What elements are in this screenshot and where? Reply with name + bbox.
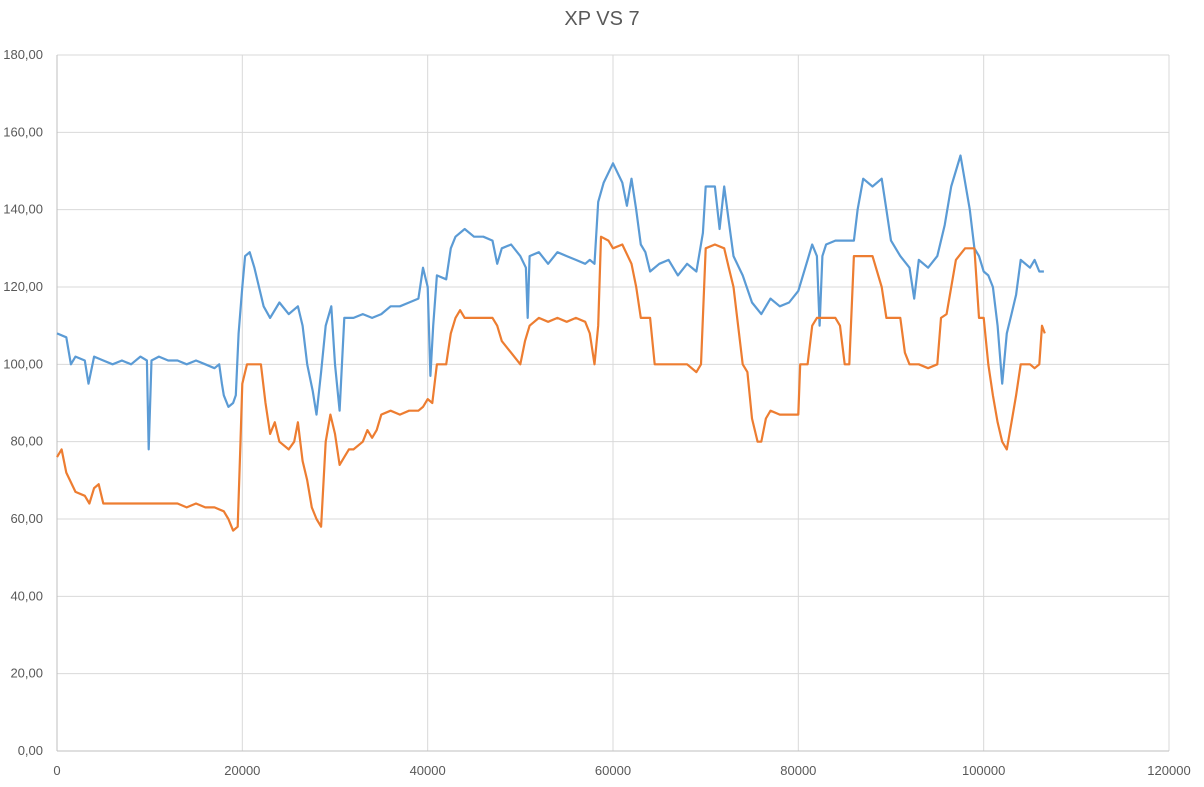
x-tick-label: 80000 — [780, 763, 816, 778]
x-tick-label: 120000 — [1147, 763, 1190, 778]
y-tick-label: 160,00 — [3, 124, 43, 139]
y-tick-label: 100,00 — [3, 356, 43, 371]
y-tick-label: 40,00 — [10, 588, 43, 603]
x-tick-label: 60000 — [595, 763, 631, 778]
series-line-2 — [56, 235, 1046, 532]
chart-title: XP VS 7 — [564, 8, 640, 30]
y-tick-label: 80,00 — [10, 434, 43, 449]
x-tick-label: 100000 — [962, 763, 1005, 778]
x-tick-label: 40000 — [410, 763, 446, 778]
y-tick-label: 120,00 — [3, 279, 43, 294]
y-tick-label: 0,00 — [18, 743, 43, 758]
gridlines — [57, 54, 1170, 751]
series-line-1 — [56, 154, 1044, 451]
axes — [56, 55, 1169, 752]
x-tick-label: 20000 — [224, 763, 260, 778]
y-tick-label: 60,00 — [10, 511, 43, 526]
series-lines — [56, 154, 1046, 532]
y-tick-label: 140,00 — [3, 202, 43, 217]
y-tick-label: 20,00 — [10, 666, 43, 681]
tick-labels: 0,00 20,00 40,00 60,00 80,00 100,00 120,00 140,… — [3, 47, 1190, 778]
x-tick-label: 0 — [53, 763, 60, 778]
y-tick-label: 180,00 — [3, 47, 43, 62]
